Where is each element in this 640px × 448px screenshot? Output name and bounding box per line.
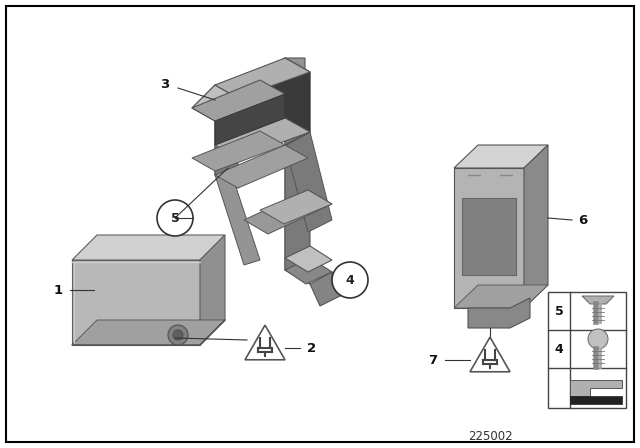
Circle shape bbox=[332, 262, 368, 298]
Polygon shape bbox=[200, 235, 225, 345]
Polygon shape bbox=[454, 145, 548, 168]
Polygon shape bbox=[232, 132, 310, 175]
Polygon shape bbox=[285, 132, 332, 232]
Polygon shape bbox=[215, 58, 310, 98]
Circle shape bbox=[173, 330, 183, 340]
Polygon shape bbox=[260, 190, 332, 224]
Polygon shape bbox=[285, 258, 332, 284]
Polygon shape bbox=[285, 58, 310, 284]
Polygon shape bbox=[215, 118, 310, 158]
Text: 7: 7 bbox=[428, 353, 438, 366]
Polygon shape bbox=[72, 260, 200, 345]
Polygon shape bbox=[72, 320, 225, 345]
Text: 1: 1 bbox=[53, 284, 63, 297]
Polygon shape bbox=[310, 272, 342, 306]
Polygon shape bbox=[285, 246, 332, 272]
Polygon shape bbox=[215, 94, 285, 145]
Text: 5: 5 bbox=[171, 211, 179, 224]
Polygon shape bbox=[238, 72, 310, 158]
Polygon shape bbox=[524, 145, 548, 308]
Polygon shape bbox=[260, 58, 305, 270]
Polygon shape bbox=[570, 396, 622, 404]
Polygon shape bbox=[332, 272, 342, 295]
Circle shape bbox=[168, 325, 188, 345]
Polygon shape bbox=[215, 175, 260, 265]
Polygon shape bbox=[470, 337, 510, 372]
Bar bbox=[548, 292, 626, 408]
Polygon shape bbox=[192, 80, 285, 121]
Circle shape bbox=[588, 329, 608, 349]
Polygon shape bbox=[468, 298, 530, 328]
Polygon shape bbox=[462, 198, 516, 275]
Polygon shape bbox=[72, 235, 225, 260]
Text: 2: 2 bbox=[307, 341, 317, 354]
Polygon shape bbox=[244, 190, 332, 234]
Text: 4: 4 bbox=[346, 273, 355, 287]
Polygon shape bbox=[260, 58, 310, 94]
Polygon shape bbox=[192, 85, 232, 175]
Text: 6: 6 bbox=[579, 214, 588, 227]
Polygon shape bbox=[192, 131, 285, 171]
Text: 225002: 225002 bbox=[468, 430, 512, 443]
Text: 4: 4 bbox=[555, 343, 563, 356]
Polygon shape bbox=[192, 85, 238, 121]
Polygon shape bbox=[570, 380, 622, 396]
Polygon shape bbox=[215, 145, 308, 188]
Circle shape bbox=[157, 200, 193, 236]
Polygon shape bbox=[582, 296, 614, 304]
Polygon shape bbox=[454, 168, 524, 308]
Polygon shape bbox=[215, 85, 238, 188]
Text: 5: 5 bbox=[555, 305, 563, 318]
Polygon shape bbox=[454, 285, 548, 308]
Text: 3: 3 bbox=[161, 78, 170, 90]
Polygon shape bbox=[245, 325, 285, 360]
